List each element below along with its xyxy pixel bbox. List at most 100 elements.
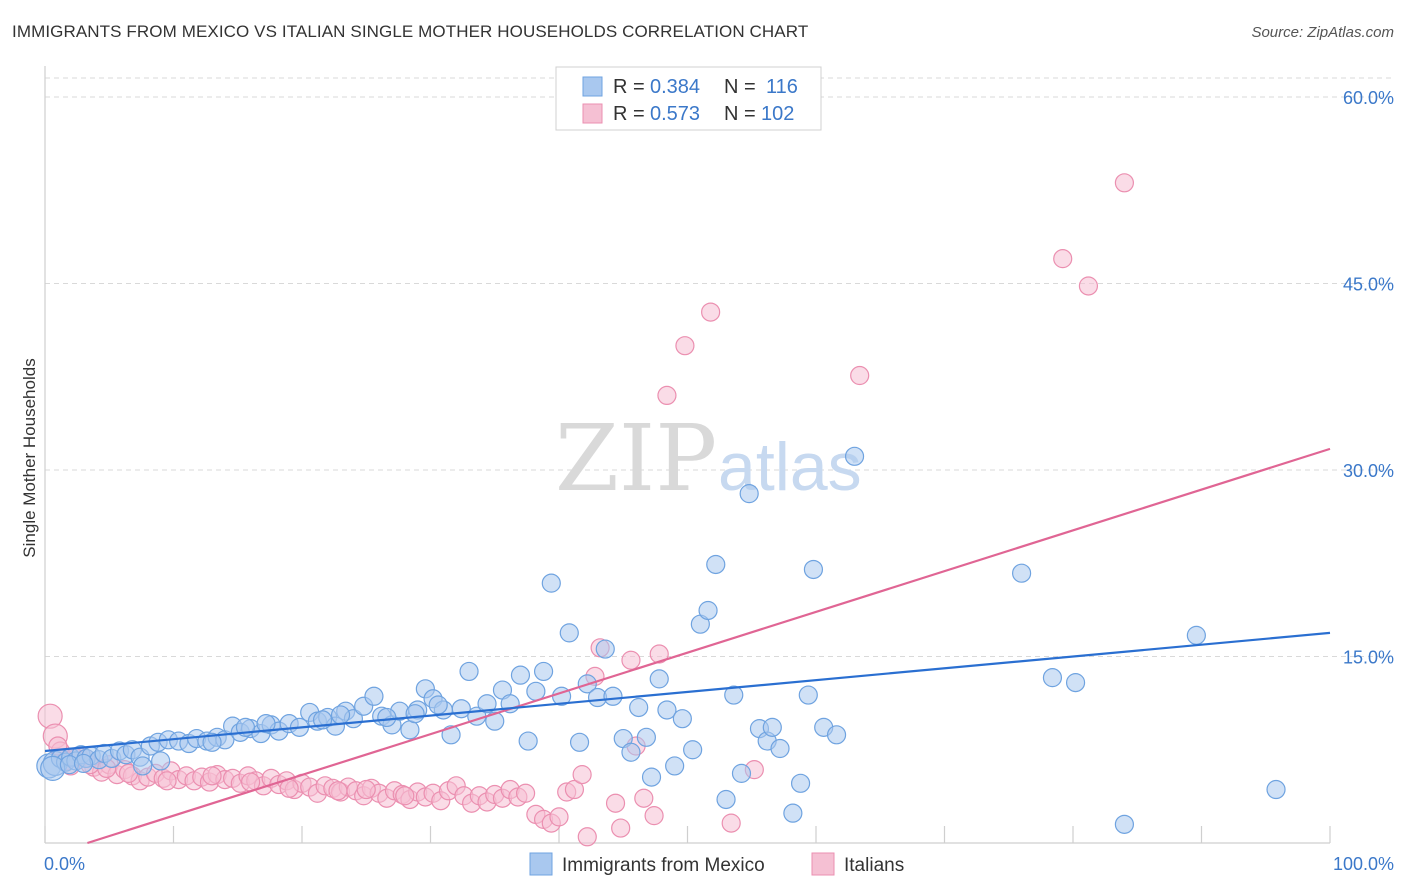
mexico-point — [510, 665, 531, 685]
mexico-point — [533, 661, 554, 682]
y-tick-label: 45.0% — [1343, 275, 1394, 295]
mexico-point — [405, 704, 425, 724]
mexico-point — [649, 669, 669, 689]
watermark-zip: ZIP — [555, 405, 717, 512]
mexico-point — [1065, 673, 1086, 693]
italians-point — [611, 818, 631, 838]
italians-point — [649, 644, 669, 664]
mexico-point — [603, 686, 623, 706]
mexico-point — [739, 484, 759, 504]
mexico-point — [400, 720, 420, 740]
legend-r-label-italians: R = — [613, 103, 645, 125]
italians-point — [356, 779, 376, 800]
mexico-point — [724, 685, 744, 705]
mexico-point — [783, 803, 803, 823]
mexico-point — [826, 725, 847, 745]
mexico-trend-line — [44, 631, 1331, 753]
mexico-point — [803, 559, 824, 580]
mexico-point — [595, 639, 615, 659]
mexico-point — [459, 661, 479, 682]
mexico-point — [441, 725, 461, 745]
mexico-point — [762, 717, 782, 737]
mexico-point — [202, 732, 222, 752]
legend-n-label-mexico: N = — [724, 76, 756, 98]
y-tick-label: 60.0% — [1343, 88, 1394, 108]
mexico-point — [364, 686, 384, 706]
mexico-point — [665, 756, 685, 776]
mexico-point — [1042, 668, 1063, 688]
mexico-point — [698, 600, 718, 621]
italians-point — [515, 783, 536, 803]
mexico-point — [1266, 779, 1286, 800]
legend-n-label-italians: N = — [724, 103, 756, 125]
mexico-point — [1011, 563, 1032, 583]
mexico-point — [518, 731, 538, 751]
mexico-point — [790, 773, 811, 793]
legend-n-value-italians: 102 — [761, 103, 794, 125]
mexico-point — [330, 705, 351, 725]
italians-points — [37, 173, 1135, 847]
mexico-point — [706, 554, 726, 575]
correlation-legend: R = 0.384 N = 116 R = 0.573 N = 102 — [555, 66, 822, 131]
bottom-legend-label-mexico: Immigrants from Mexico — [562, 855, 765, 876]
mexico-point — [541, 573, 561, 593]
source-label: Source: ZipAtlas.com — [1251, 24, 1394, 41]
mexico-point — [1114, 814, 1135, 834]
mexico-point — [731, 763, 752, 783]
mexico-point — [377, 707, 397, 728]
italians-point — [605, 793, 626, 813]
mexico-point — [636, 727, 656, 747]
watermark: ZIP atlas — [555, 405, 862, 512]
italians-point — [564, 779, 585, 800]
y-tick-label: 15.0% — [1343, 648, 1394, 668]
legend-n-value-mexico: 116 — [766, 76, 798, 98]
mexico-point — [629, 697, 649, 718]
x-tick-label: 0.0% — [44, 854, 85, 874]
mexico-point — [428, 695, 448, 715]
mexico-point — [256, 714, 276, 734]
legend-r-value-italians: 0.573 — [650, 103, 700, 125]
italians-point — [202, 766, 222, 786]
mexico-point — [844, 446, 865, 466]
y-axis-title: Single Mother Households — [20, 358, 39, 557]
italians-point — [721, 813, 741, 833]
italians-point — [657, 385, 677, 405]
x-tick-labels: 0.0% 100.0% — [44, 854, 1394, 874]
chart-title: IMMIGRANTS FROM MEXICO VS ITALIAN SINGLE… — [12, 22, 809, 41]
y-tick-labels: 15.0% 30.0% 45.0% 60.0% — [1343, 88, 1394, 668]
x-tick-label: 100.0% — [1333, 854, 1394, 874]
legend-swatch-mexico — [582, 76, 603, 97]
legend-r-label-mexico: R = — [613, 76, 645, 98]
trend-lines — [44, 447, 1331, 845]
italians-trend-line — [87, 447, 1331, 845]
italians-point — [1053, 249, 1073, 269]
italians-point — [621, 650, 641, 670]
y-tick-label: 30.0% — [1343, 461, 1394, 481]
italians-point — [577, 827, 597, 847]
legend-swatch-italians — [582, 103, 603, 124]
italians-point — [157, 771, 177, 791]
mexico-point — [477, 694, 497, 714]
mexico-point — [133, 756, 153, 776]
mexico-point — [716, 789, 736, 810]
mexico-point — [657, 700, 677, 720]
italians-point — [850, 365, 870, 386]
italians-point — [395, 786, 415, 806]
italians-point — [1078, 276, 1099, 296]
bottom-legend-swatch-mexico — [529, 852, 553, 876]
mexico-point — [1186, 625, 1206, 645]
mexico-point — [798, 685, 818, 705]
bottom-legend-label-italians: Italians — [844, 855, 904, 876]
mexico-point — [559, 623, 579, 643]
italians-point — [1114, 173, 1135, 193]
mexico-point — [770, 738, 790, 759]
mexico-point — [621, 742, 641, 762]
italians-point — [701, 302, 721, 322]
mexico-point — [641, 767, 662, 787]
mexico-point — [151, 751, 171, 771]
italians-point — [572, 765, 592, 785]
italians-point — [549, 807, 569, 827]
mexico-point — [672, 709, 692, 729]
mexico-point — [485, 711, 505, 731]
